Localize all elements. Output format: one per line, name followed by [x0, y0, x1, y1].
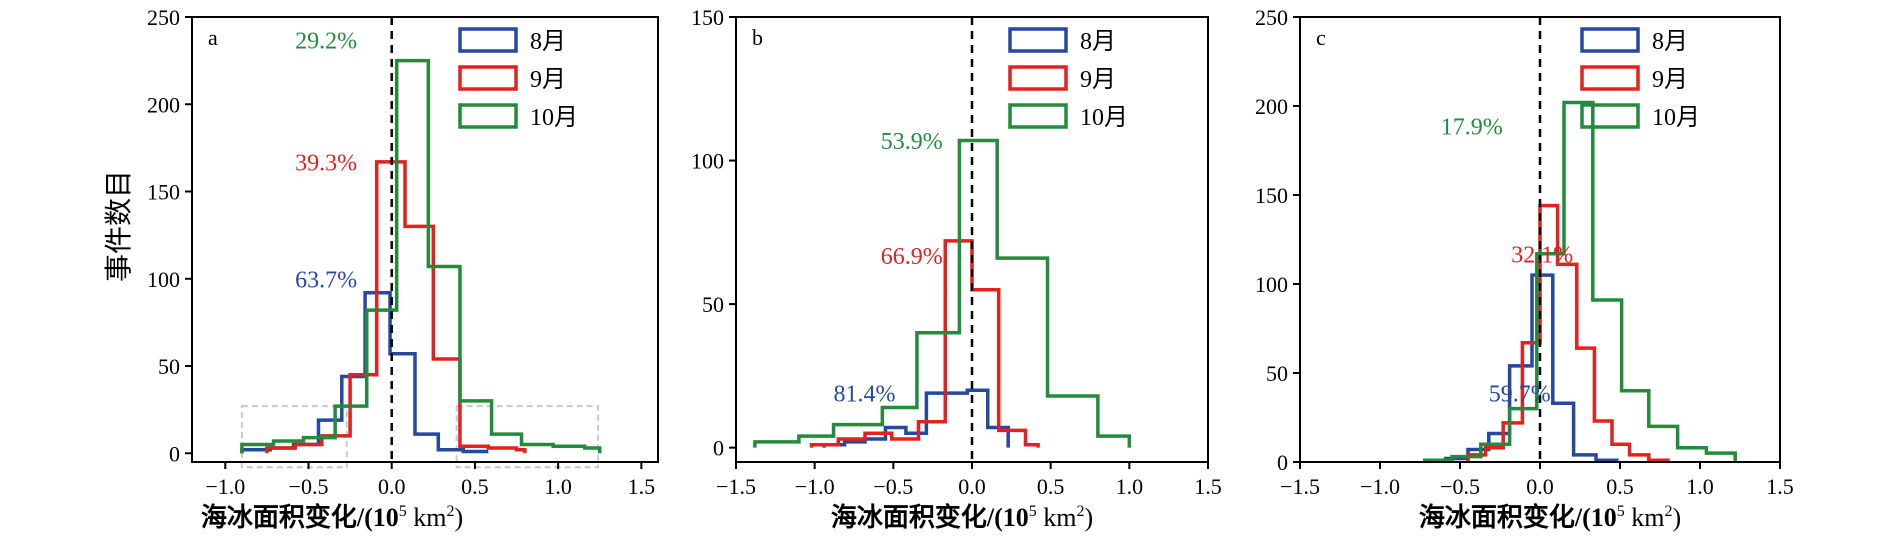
- x-tick-label: −1.0: [1360, 474, 1400, 499]
- percent-annotation-aug: 59.7%: [1489, 381, 1551, 407]
- y-tick-label: 100: [147, 267, 180, 292]
- legend-swatch-sep: [1580, 65, 1640, 91]
- y-tick-label: 100: [691, 149, 724, 174]
- series-sep-step-line: [265, 160, 527, 454]
- legend-swatch-aug: [1580, 27, 1640, 53]
- series-oct-step-line: [753, 138, 1132, 448]
- x-tick-label: 0.5: [461, 474, 489, 499]
- x-tick-label: −0.5: [1440, 474, 1480, 499]
- x-tick-label: 0.5: [1606, 474, 1634, 499]
- y-tick-label: 150: [147, 180, 180, 205]
- x-tick-label: 1.0: [1686, 474, 1714, 499]
- y-tick-label: 50: [1266, 361, 1288, 386]
- legend: 8月 9月 10月: [1008, 27, 1128, 131]
- legend-swatch-sep: [1008, 65, 1068, 91]
- x-tick-label: 1.0: [544, 474, 572, 499]
- legend-swatch-aug: [1008, 27, 1068, 53]
- legend-label-aug: 8月: [1652, 29, 1688, 55]
- panel-letter: c: [1316, 25, 1326, 50]
- legend-label-oct: 10月: [1652, 105, 1700, 131]
- y-tick-label: 100: [1255, 272, 1288, 297]
- x-tick-label: −1.5: [716, 474, 756, 499]
- svg-text:海冰面积变化/(105 km2): 海冰面积变化/(105 km2): [201, 502, 463, 532]
- highlight-box-2: [455, 405, 600, 469]
- svg-text:海冰面积变化/(105 km2): 海冰面积变化/(105 km2): [1419, 502, 1681, 532]
- percent-annotation-oct: 53.9%: [881, 129, 943, 155]
- y-tick-label: 0: [169, 441, 180, 466]
- x-tick-label: −0.5: [289, 474, 329, 499]
- x-tick-label: 0.0: [1526, 474, 1554, 499]
- y-tick-label: 150: [691, 5, 724, 30]
- percent-annotation-oct: 29.2%: [295, 28, 357, 54]
- legend-label-aug: 8月: [530, 29, 566, 55]
- panel-a: −1.0 −0.5 0.0 0.5 1.0 1.5 0 50 100 150 200 250 a 8月 9月…: [147, 5, 659, 499]
- percent-annotation-sep: 39.3%: [295, 151, 357, 177]
- x-tick-label: −0.5: [873, 474, 913, 499]
- legend-swatch-sep: [458, 65, 518, 91]
- x-tick-label: −1.5: [1280, 474, 1320, 499]
- y-tick-label: 250: [147, 5, 180, 30]
- legend-label-sep: 9月: [1080, 67, 1116, 93]
- y-tick-label: 150: [1255, 183, 1288, 208]
- percent-annotation-aug: 63.7%: [295, 267, 357, 293]
- x-axis-label-c: 海冰面积变化/(105 km2): [1419, 502, 1681, 532]
- x-axis-label-b: 海冰面积变化/(105 km2): [831, 502, 1093, 532]
- x-tick-label: 0.5: [1037, 474, 1065, 499]
- panel-c: −1.5 −1.0 −0.5 0.0 0.5 1.0 1.5 0 50 100 150 200 250 c…: [1255, 5, 1794, 499]
- x-tick-label: 1.5: [1766, 474, 1794, 499]
- legend-label-sep: 9月: [1652, 67, 1688, 93]
- legend-label-oct: 10月: [1080, 105, 1128, 131]
- y-tick-label: 250: [1255, 5, 1288, 30]
- svg-text:海冰面积变化/(105 km2): 海冰面积变化/(105 km2): [831, 502, 1093, 532]
- x-tick-label: 1.0: [1116, 474, 1144, 499]
- legend: 8月 9月 10月: [1580, 27, 1700, 131]
- y-axis-label: 事件数目: [103, 170, 135, 282]
- legend-swatch-oct: [458, 103, 518, 129]
- y-tick-label: 200: [147, 92, 180, 117]
- y-tick-label: 50: [158, 354, 180, 379]
- x-tick-label: −1.0: [205, 474, 245, 499]
- x-tick-label: 1.5: [1194, 474, 1222, 499]
- x-tick-label: 1.5: [628, 474, 656, 499]
- x-tick-label: −1.0: [795, 474, 835, 499]
- percent-annotation-aug: 81.4%: [834, 382, 896, 408]
- series-sep-step-line: [809, 239, 1040, 448]
- x-axis-label-a: 海冰面积变化/(105 km2): [201, 502, 463, 532]
- x-tick-label: 0.0: [378, 474, 406, 499]
- series-sep-step-line: [1466, 203, 1670, 462]
- panel-letter: b: [752, 25, 763, 50]
- percent-annotation-sep: 66.9%: [881, 244, 943, 270]
- y-tick-label: 200: [1255, 94, 1288, 119]
- percent-annotation-sep: 32.1%: [1511, 243, 1573, 269]
- legend-swatch-oct: [1008, 103, 1068, 129]
- legend-label-aug: 8月: [1080, 29, 1116, 55]
- panel-b: −1.5 −1.0 −0.5 0.0 0.5 1.0 1.5 0 50 100 150 b 8月 9月 10…: [691, 5, 1222, 499]
- y-tick-label: 0: [713, 436, 724, 461]
- y-tick-label: 0: [1277, 450, 1288, 475]
- percent-annotation-oct: 17.9%: [1441, 114, 1503, 140]
- panel-letter: a: [208, 25, 218, 50]
- plot-frame: [191, 16, 659, 463]
- legend-label-sep: 9月: [530, 67, 566, 93]
- legend-label-oct: 10月: [530, 105, 578, 131]
- legend-swatch-aug: [458, 27, 518, 53]
- y-tick-label: 50: [702, 292, 724, 317]
- legend-swatch-oct: [1580, 103, 1640, 129]
- x-tick-label: 0.0: [958, 474, 986, 499]
- legend: 8月 9月 10月: [458, 27, 578, 131]
- series-aug-step-line: [822, 388, 1010, 448]
- series-oct-step-line: [240, 58, 602, 454]
- series-oct-step-line: [1423, 100, 1737, 462]
